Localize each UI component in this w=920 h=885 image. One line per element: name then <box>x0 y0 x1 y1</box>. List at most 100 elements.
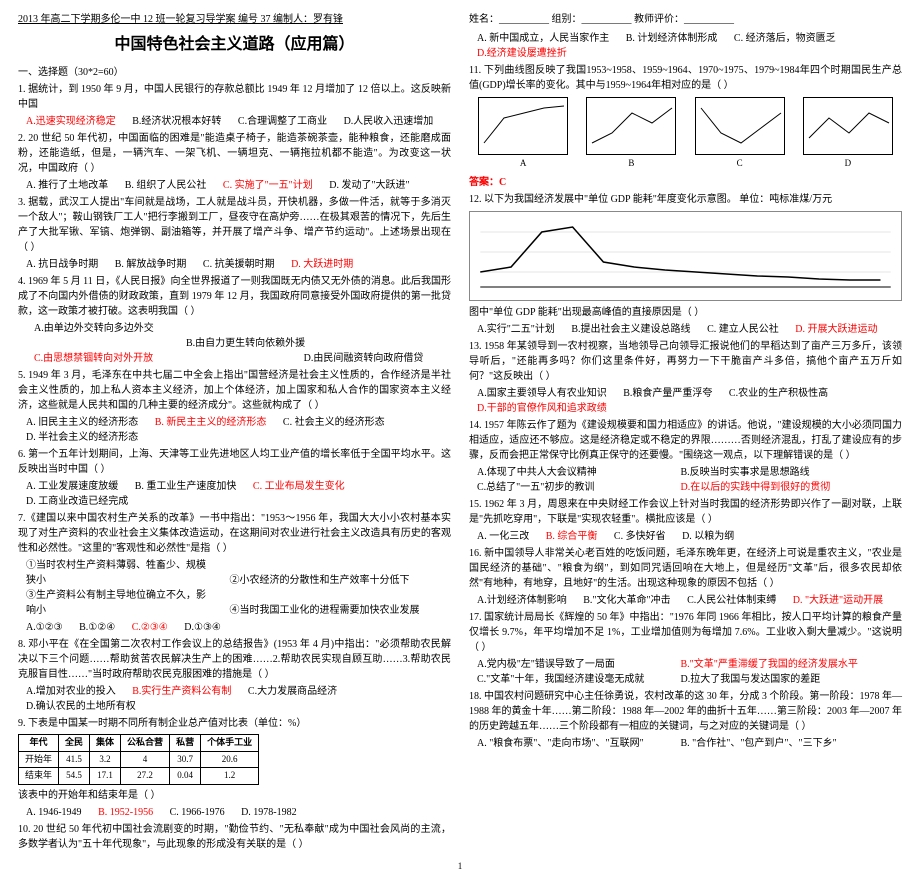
q13-options: A.国家主要领导人有农业知识 B.粮食产量严重浮夸 C.农业的生产积极性高 D.… <box>477 386 902 416</box>
q13-opt-b: B.粮食产量严重浮夸 <box>623 386 712 401</box>
table-header-row: 年代 全民 集体 公私合营 私营 个体手工业 <box>19 735 259 752</box>
q13-opt-d: D.干部的官僚作风和追求政绩 <box>477 401 607 416</box>
q18-opt-a: A. "粮食布票"、"走向市场"、"互联网" <box>477 736 664 751</box>
question-9: 9. 下表是中国某一时期不同所有制企业总产值对比表（单位：%） <box>18 716 451 731</box>
td: 41.5 <box>59 751 90 768</box>
q12-post: 图中"单位 GDP 能耗"出现最高峰值的直接原因是（ ） <box>469 305 902 320</box>
q12-opt-a: A.实行"二五"计划 <box>477 322 555 337</box>
q17-opt-c: C."文革"十年，我国经济建设毫无成就 <box>477 672 664 687</box>
q15-options: A. 一化三改 B. 综合平衡 C. 多快好省 D. 以粮为纲 <box>477 529 902 544</box>
q14-opt-d: D.在以后的实践中得到很好的贯彻 <box>681 480 831 495</box>
q17-opt-d: D.拉大了我国与发达国家的差距 <box>681 672 821 687</box>
q6-opt-b: B. 重工业生产速度加快 <box>135 479 237 494</box>
question-17: 17. 国家统计局局长《辉煌的 50 年》中指出："1976 年同 1966 年… <box>469 610 902 655</box>
q9-post: 该表中的开始年和结束年是（ ） <box>18 788 451 803</box>
q17-options: A.党内极"左"错误导致了一局面 B."文革"严重滞缓了我国的经济发展水平 C.… <box>477 657 902 687</box>
q15-opt-c: C. 多快好省 <box>614 529 666 544</box>
question-18: 18. 中国农村问题研究中心主任徐勇说，农村改革的这 30 年，分成 3 个阶段… <box>469 689 902 734</box>
question-16: 16. 新中国领导人非常关心老百姓的吃饭问题，毛泽东晚年更，在经济上可说是重农主… <box>469 546 902 591</box>
q2-opt-b: B. 组织了人民公社 <box>125 178 207 193</box>
table-row: 结束年 54.5 17.1 27.2 0.04 1.2 <box>19 768 259 785</box>
question-6: 6. 第一个五年计划期间，上海、天津等工业先进地区人均工业产值的增长率低于全国平… <box>18 447 451 477</box>
question-4: 4. 1969 年 5 月 11 日，《人民日报》向全世界报道了一则我国既无内债… <box>18 274 451 319</box>
question-7: 7.《建国以来中国农村生产关系的改革》一书中指出："1953～1956 年，我国… <box>18 511 451 556</box>
question-3: 3. 据载，武汉工人提出"车间就是战场，工人就是战斗员，开快机器，多做一件活，就… <box>18 195 451 255</box>
q5-options: A. 旧民主主义的经济形态 B. 新民主主义的经济形态 C. 社会主义的经济形态… <box>26 415 451 445</box>
q1-opt-a: A.迅速实现经济稳定 <box>26 114 116 129</box>
chart-line <box>701 108 781 143</box>
td: 27.2 <box>121 768 170 785</box>
page-wrapper: 2013 年高二下学期多伦一中 12 班一轮复习导学案 编号 37 编制人：罗有… <box>18 12 902 854</box>
q14-opt-a: A.体现了中共人大会议精神 <box>477 465 664 480</box>
q9-table: 年代 全民 集体 公私合营 私营 个体手工业 开始年 41.5 3.2 4 30… <box>18 734 259 785</box>
q6-options: A. 工业发展速度放缓 B. 重工业生产速度加快 C. 工业布局发生变化 D. … <box>26 479 451 509</box>
answer-11: 答案：C <box>469 175 902 190</box>
chart-label-a: A <box>478 157 568 171</box>
q13-opt-a: A.国家主要领导人有农业知识 <box>477 386 607 401</box>
main-title: 中国特色社会主义道路（应用篇） <box>18 33 451 57</box>
q8-opt-a: A.增加对农业的投入 <box>26 684 116 699</box>
td: 3.2 <box>90 751 121 768</box>
chart-label-b: B <box>586 157 676 171</box>
chart-line <box>484 106 564 143</box>
mini-chart-a: A <box>478 97 568 171</box>
td: 1.2 <box>201 768 259 785</box>
q10-opt-a: A. 新中国成立，人民当家作主 <box>477 31 609 46</box>
q2-opt-a: A. 推行了土地改革 <box>26 178 108 193</box>
q12-opt-b: B.提出社会主义建设总路线 <box>571 322 690 337</box>
q17-opt-a: A.党内极"左"错误导致了一局面 <box>477 657 664 672</box>
q7-subs: ①当时农村生产资料薄弱、牲畜少、规模狭小 ②小农经济的分散性和生产效率十分低下 … <box>26 558 451 618</box>
q5-opt-b: B. 新民主主义的经济形态 <box>155 415 267 430</box>
q1-options: A.迅速实现经济稳定 B.经济状况根本好转 C.合理调整了工商业 D.人民收入迅… <box>26 114 451 129</box>
q7-sub1: ①当时农村生产资料薄弱、牲畜少、规模狭小 <box>26 558 213 588</box>
question-13: 13. 1958 年某领导到一农村视察，当地领导己向领导汇报说他们的早稻达到了亩… <box>469 339 902 384</box>
q12-opt-c: C. 建立人民公社 <box>707 322 779 337</box>
q10-opt-d: D.经济建设屡遭挫折 <box>477 46 567 61</box>
q7-opt-b: B.①②④ <box>79 620 115 635</box>
question-14: 14. 1957 年陈云作了题为《建设规模要和国力相适应》的讲话。他说，"建设规… <box>469 418 902 463</box>
q5-opt-a: A. 旧民主主义的经济形态 <box>26 415 138 430</box>
th-1: 全民 <box>59 735 90 752</box>
q18-opt-b: B. "合作社"、"包产到户"、"三下乡" <box>681 736 837 751</box>
q7-opt-d: D.①③④ <box>184 620 221 635</box>
q9-opt-b: B. 1952-1956 <box>98 805 153 820</box>
q5-opt-c: C. 社会主义的经济形态 <box>283 415 385 430</box>
q7-sub2: ②小农经济的分散性和生产效率十分低下 <box>230 573 410 588</box>
q14-opt-b: B.反映当时实事求是思想路线 <box>681 465 810 480</box>
q14-opt-c: C.总结了"一五"初步的教训 <box>477 480 664 495</box>
q15-opt-b: B. 综合平衡 <box>546 529 598 544</box>
td: 4 <box>121 751 170 768</box>
q9-options: A. 1946-1949 B. 1952-1956 C. 1966-1976 D… <box>26 805 451 820</box>
q3-opt-c: C. 抗美援朝时期 <box>203 257 275 272</box>
q1-opt-b: B.经济状况根本好转 <box>132 114 221 129</box>
left-column: 2013 年高二下学期多伦一中 12 班一轮复习导学案 编号 37 编制人：罗有… <box>18 12 451 854</box>
q1-opt-d: D.人民收入迅速增加 <box>344 114 434 129</box>
question-12: 12. 以下为我国经济发展中"单位 GDP 能耗"年度变化示意图。 单位：吨标准… <box>469 192 902 207</box>
q9-opt-d: D. 1978-1982 <box>241 805 297 820</box>
q2-opt-c: C. 实施了"一五"计划 <box>223 178 313 193</box>
q15-opt-a: A. 一化三改 <box>477 529 529 544</box>
mini-chart-c: C <box>695 97 785 171</box>
question-1: 1. 据统计，到 1950 年 9 月，中国人民银行的存款总额比 1949 年 … <box>18 82 451 112</box>
q7-opt-a: A.①②③ <box>26 620 63 635</box>
th-0: 年代 <box>19 735 59 752</box>
q7-opt-c: C.②③④ <box>132 620 168 635</box>
header-right: 姓名：__________ 组别：__________ 教师评价：_______… <box>469 12 902 27</box>
header-left: 2013 年高二下学期多伦一中 12 班一轮复习导学案 编号 37 编制人：罗有… <box>18 12 451 27</box>
q14-options: A.体现了中共人大会议精神 B.反映当时实事求是思想路线 C.总结了"一五"初步… <box>477 465 902 495</box>
question-5: 5. 1949 年 3 月，毛泽东在中共七届二中全会上指出"国营经济是社会主义性… <box>18 368 451 413</box>
question-11: 11. 下列曲线图反映了我国1953~1958、1959~1964、1970~1… <box>469 63 902 93</box>
q3-opt-d: D. 大跃进时期 <box>291 257 353 272</box>
q10-options: A. 新中国成立，人民当家作主 B. 计划经济体制形成 C. 经济落后，物资匮乏… <box>477 31 902 61</box>
td: 结束年 <box>19 768 59 785</box>
q5-opt-d: D. 半社会主义的经济形态 <box>26 430 138 445</box>
th-3: 公私合营 <box>121 735 170 752</box>
chart-label-d: D <box>803 157 893 171</box>
q7-options: A.①②③ B.①②④ C.②③④ D.①③④ <box>26 620 451 635</box>
q3-options: A. 抗日战争时期 B. 解放战争时期 C. 抗美援朝时期 D. 大跃进时期 <box>26 257 451 272</box>
q3-opt-a: A. 抗日战争时期 <box>26 257 98 272</box>
table-row: 开始年 41.5 3.2 4 30.7 20.6 <box>19 751 259 768</box>
section-1-header: 一、选择题（30*2=60） <box>18 65 451 80</box>
q6-opt-a: A. 工业发展速度放缓 <box>26 479 118 494</box>
td: 54.5 <box>59 768 90 785</box>
